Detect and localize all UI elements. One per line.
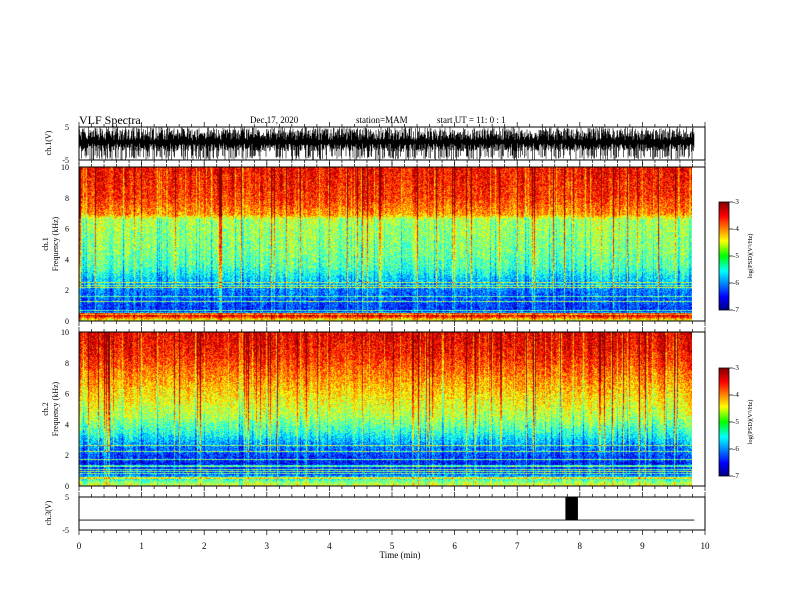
x-axis: 0 1 2 3 4 5 6 7 8 9 10 Time (min) xyxy=(77,541,710,560)
colorbar-ch2: -3 -4 -5 -6 -7 log(PSD)(V²/Hz) xyxy=(718,364,754,480)
colorbar-ch2-tick-minus3: -3 xyxy=(733,364,739,372)
spectrogram-ch1-ytick-2: 2 xyxy=(65,286,69,295)
colorbar-ch1: -3 -4 -5 -6 -7 log(PSD)(V²/Hz) xyxy=(718,198,754,314)
colorbar-ch1-tick-minus3: -3 xyxy=(733,198,739,206)
spectrogram-ch2-ytick-10: 10 xyxy=(61,328,69,337)
spectrogram-ch1-ytick-6: 6 xyxy=(65,225,69,234)
x-tick-label-2: 2 xyxy=(202,541,207,551)
figure-title: VLF Spectra xyxy=(79,113,141,127)
x-tick-label-4: 4 xyxy=(327,541,332,551)
colorbar-ch1-tick-minus7: -7 xyxy=(733,306,739,314)
start-ut-label: start UT = 11: 0 : 1 xyxy=(437,115,506,125)
waveform-ch3-ytick-minus5: -5 xyxy=(62,526,69,535)
spectrogram-ch1-ytick-4: 4 xyxy=(65,255,69,264)
colorbar-ch1-gradient xyxy=(718,201,730,311)
x-tick-label-10: 10 xyxy=(701,541,711,551)
spectrogram-ch2-ytick-0: 0 xyxy=(65,482,69,491)
colorbar-ch2-label: log(PSD)(V²/Hz) xyxy=(747,400,754,445)
spectrogram-ch1-ytick-0: 0 xyxy=(65,317,69,326)
waveform-ch3-ytick-5: 5 xyxy=(65,493,69,502)
colorbar-ch2-tick-minus7: -7 xyxy=(733,472,739,480)
x-tick-label-6: 6 xyxy=(452,541,457,551)
x-tick-label-7: 7 xyxy=(515,541,520,551)
spectrogram-ch2-ytick-6: 6 xyxy=(65,390,69,399)
colorbar-ch1-label: log(PSD)(V²/Hz) xyxy=(747,234,754,279)
spectrogram-ch1-ytick-8: 8 xyxy=(65,194,69,203)
waveform-ch3-ylabel: ch.3(V) xyxy=(44,500,53,525)
spectrogram-ch1-ylabel-frequency: Frequency (kHz) xyxy=(51,216,60,271)
spectrogram-ch2-ytick-2: 2 xyxy=(65,451,69,460)
waveform-ch1-panel: 5 -5 ch.1(V) xyxy=(44,122,706,165)
colorbar-ch2-tick-minus6: -6 xyxy=(733,445,739,453)
colorbar-ch1-tick-minus5: -5 xyxy=(733,252,739,260)
date-label: Dec.17, 2020 xyxy=(250,115,299,125)
waveform-ch1-ytick-5: 5 xyxy=(65,123,69,132)
colorbar-ch1-tick-minus6: -6 xyxy=(733,279,739,287)
spectrogram-ch2-ytick-4: 4 xyxy=(65,420,69,429)
waveform-ch1-ytick-minus5: -5 xyxy=(62,156,69,165)
waveform-ch3-ticks xyxy=(78,492,706,535)
spectrogram-ch2-ticks xyxy=(78,327,706,491)
x-tick-label-0: 0 xyxy=(77,541,82,551)
x-axis-label: Time (min) xyxy=(380,550,421,560)
spectrogram-ch1-panel: 0 2 4 6 8 10 ch.1 Frequency (kHz) xyxy=(41,162,706,326)
x-tick-label-8: 8 xyxy=(578,541,583,551)
station-label: station=MAM xyxy=(356,115,408,125)
waveform-ch1-ylabel: ch.1(V) xyxy=(44,130,53,155)
colorbar-ch1-tick-minus4: -4 xyxy=(733,225,739,233)
colorbar-ch2-tick-minus5: -5 xyxy=(733,418,739,426)
spectrogram-ch1-ticks xyxy=(78,162,706,326)
waveform-ch3-frame xyxy=(78,496,706,531)
waveform-ch3-pulse xyxy=(565,497,578,521)
spectrogram-ch2-ylabel-channel: ch.2 xyxy=(41,402,50,416)
spectrogram-ch1-image xyxy=(79,167,692,321)
spectrogram-ch2-ylabel-frequency: Frequency (kHz) xyxy=(51,381,60,436)
spectrogram-ch2-panel: 0 2 4 6 8 10 ch.2 Frequency (kHz) xyxy=(41,327,706,491)
spectrogram-ch1-ytick-10: 10 xyxy=(61,163,69,172)
colorbar-ch2-gradient xyxy=(718,367,730,477)
spectrogram-ch1-ylabel-channel: ch.1 xyxy=(41,237,50,251)
x-tick-label-9: 9 xyxy=(640,541,645,551)
spectrogram-ch2-image xyxy=(79,332,692,486)
waveform-ch1-trace xyxy=(79,127,695,160)
colorbar-ch2-tick-minus4: -4 xyxy=(733,391,739,399)
x-tick-label-5: 5 xyxy=(390,541,395,551)
waveform-ch3-panel: 5 -5 ch.3(V) xyxy=(44,492,706,535)
x-tick-label-3: 3 xyxy=(265,541,270,551)
spectrogram-ch2-ytick-8: 8 xyxy=(65,359,69,368)
waveform-ch1-ticks xyxy=(78,122,706,165)
x-tick-label-1: 1 xyxy=(139,541,144,551)
